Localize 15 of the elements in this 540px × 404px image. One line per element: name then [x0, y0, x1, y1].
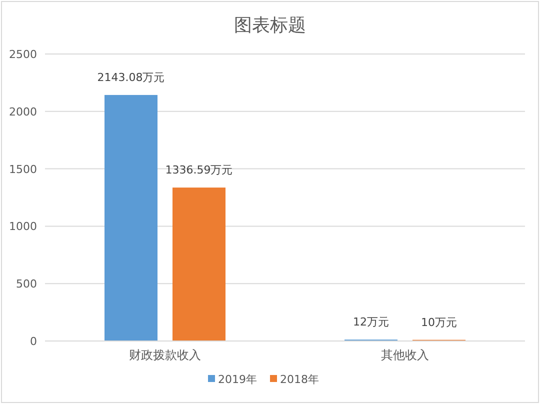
data-label: 2143.08万元	[97, 70, 165, 84]
y-tick-label: 500	[16, 278, 37, 291]
y-tick-label: 2500	[9, 48, 37, 61]
y-tick-label: 2000	[9, 105, 37, 118]
y-tick-label: 1500	[9, 162, 37, 176]
x-tick-label: 其他收入	[381, 348, 429, 362]
legend-label: 2019年	[218, 373, 257, 386]
data-label: 10万元	[421, 316, 457, 329]
legend-label: 2018年	[280, 373, 319, 386]
data-label: 1336.59万元	[165, 164, 233, 177]
x-tick-label: 财政拨款收入	[129, 348, 201, 362]
y-tick-label: 0	[30, 335, 37, 348]
title: 图表标题	[234, 15, 306, 36]
data-label: 12万元	[353, 316, 389, 329]
y-tick-label: 1000	[9, 220, 37, 234]
